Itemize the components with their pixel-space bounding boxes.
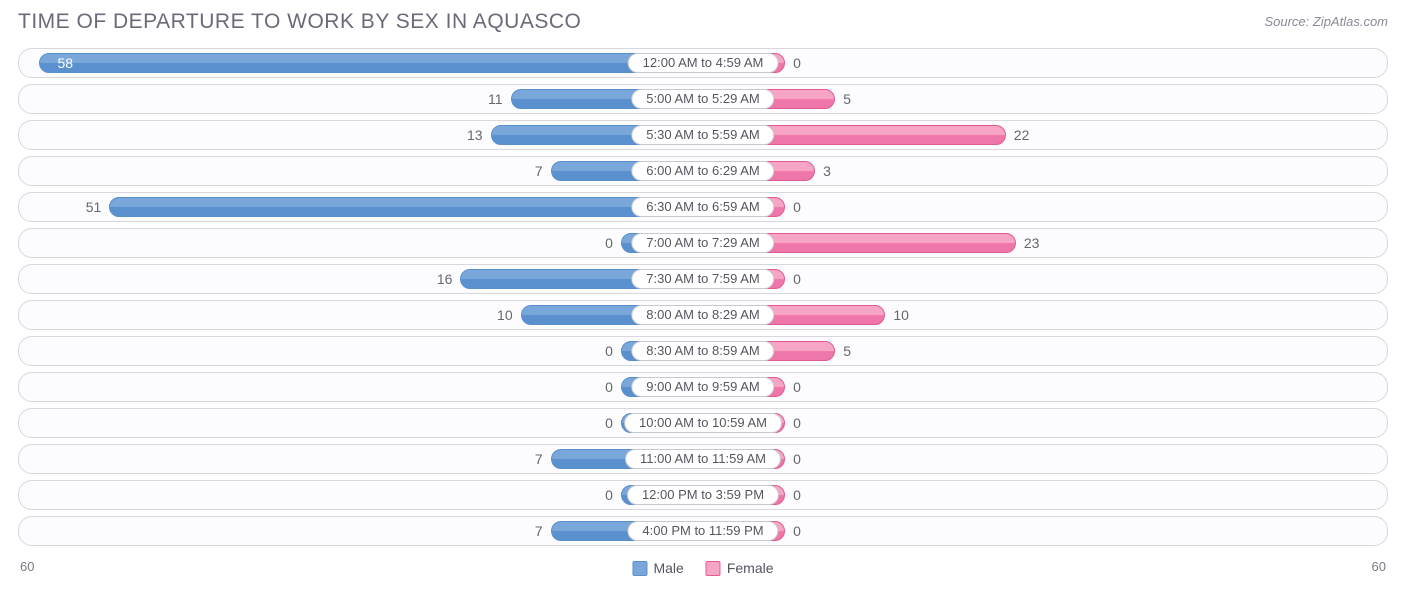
category-pill: 11:00 AM to 11:59 AM (625, 449, 781, 469)
chart-row: 7 3 6:00 AM to 6:29 AM (18, 156, 1388, 186)
female-value-label: 3 (823, 157, 831, 185)
diverging-bar-chart: 58 0 12:00 AM to 4:59 AM 11 5 5:00 AM to 5:29… (18, 48, 1388, 546)
legend: Male Female (632, 560, 773, 576)
category-pill: 9:00 AM to 9:59 AM (631, 377, 774, 397)
category-pill: 12:00 AM to 4:59 AM (628, 53, 779, 73)
male-value-label: 0 (605, 229, 613, 257)
category-pill: 12:00 PM to 3:59 PM (627, 485, 779, 505)
chart-row: 51 0 6:30 AM to 6:59 AM (18, 192, 1388, 222)
chart-row: 16 0 7:30 AM to 7:59 AM (18, 264, 1388, 294)
chart-row: 13 22 5:30 AM to 5:59 AM (18, 120, 1388, 150)
legend-swatch-female (706, 561, 721, 576)
male-value-label: 13 (467, 121, 483, 149)
category-pill: 7:00 AM to 7:29 AM (631, 233, 774, 253)
female-value-label: 22 (1014, 121, 1030, 149)
chart-row: 10 10 8:00 AM to 8:29 AM (18, 300, 1388, 330)
male-value-label: 0 (605, 337, 613, 365)
chart-title: TIME OF DEPARTURE TO WORK BY SEX IN AQUA… (18, 10, 581, 34)
chart-row: 0 0 9:00 AM to 9:59 AM (18, 372, 1388, 402)
male-value-label: 0 (605, 481, 613, 509)
chart-row: 58 0 12:00 AM to 4:59 AM (18, 48, 1388, 78)
legend-label-male: Male (653, 560, 683, 576)
chart-row: 0 23 7:00 AM to 7:29 AM (18, 228, 1388, 258)
source-attribution: Source: ZipAtlas.com (1264, 10, 1388, 29)
category-pill: 7:30 AM to 7:59 AM (631, 269, 774, 289)
female-value-label: 0 (793, 445, 801, 473)
category-pill: 6:30 AM to 6:59 AM (631, 197, 774, 217)
male-value-label: 10 (497, 301, 513, 329)
male-bar (39, 53, 703, 73)
female-value-label: 0 (793, 265, 801, 293)
female-value-label: 0 (793, 373, 801, 401)
chart-row: 7 0 11:00 AM to 11:59 AM (18, 444, 1388, 474)
male-value-label: 51 (86, 193, 102, 221)
legend-label-female: Female (727, 560, 774, 576)
female-value-label: 0 (793, 193, 801, 221)
male-value-label: 7 (535, 157, 543, 185)
category-pill: 5:00 AM to 5:29 AM (631, 89, 774, 109)
category-pill: 4:00 PM to 11:59 PM (627, 521, 778, 541)
female-value-label: 0 (793, 49, 801, 77)
female-value-label: 0 (793, 517, 801, 545)
legend-item-female: Female (706, 560, 774, 576)
chart-row: 0 5 8:30 AM to 8:59 AM (18, 336, 1388, 366)
female-value-label: 23 (1024, 229, 1040, 257)
chart-row: 0 0 10:00 AM to 10:59 AM (18, 408, 1388, 438)
axis-max-left: 60 (20, 559, 34, 574)
category-pill: 8:30 AM to 8:59 AM (631, 341, 774, 361)
category-pill: 8:00 AM to 8:29 AM (631, 305, 774, 325)
male-value-label: 11 (488, 85, 503, 113)
male-value-label: 58 (58, 49, 74, 77)
male-value-label: 0 (605, 373, 613, 401)
chart-row: 11 5 5:00 AM to 5:29 AM (18, 84, 1388, 114)
category-pill: 10:00 AM to 10:59 AM (624, 413, 782, 433)
female-value-label: 0 (793, 409, 801, 437)
category-pill: 6:00 AM to 6:29 AM (631, 161, 774, 181)
female-value-label: 10 (893, 301, 909, 329)
male-bar (109, 197, 703, 217)
female-value-label: 0 (793, 481, 801, 509)
male-value-label: 7 (535, 445, 543, 473)
chart-row: 7 0 4:00 PM to 11:59 PM (18, 516, 1388, 546)
male-value-label: 16 (437, 265, 453, 293)
female-value-label: 5 (843, 337, 851, 365)
legend-item-male: Male (632, 560, 683, 576)
chart-row: 0 0 12:00 PM to 3:59 PM (18, 480, 1388, 510)
female-value-label: 5 (843, 85, 851, 113)
category-pill: 5:30 AM to 5:59 AM (631, 125, 774, 145)
axis-max-right: 60 (1372, 559, 1386, 574)
male-value-label: 7 (535, 517, 543, 545)
legend-swatch-male (632, 561, 647, 576)
male-value-label: 0 (605, 409, 613, 437)
